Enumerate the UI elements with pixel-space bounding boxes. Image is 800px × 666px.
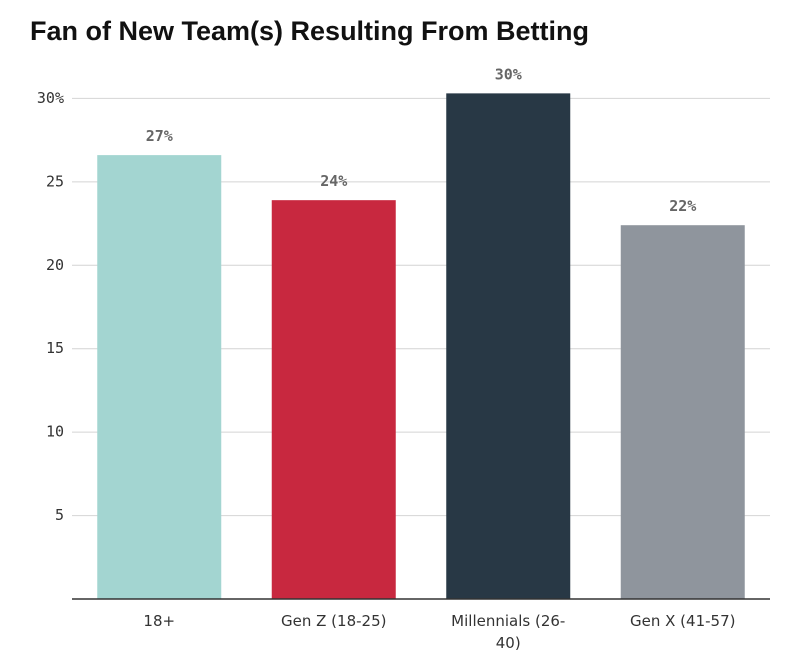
bar xyxy=(97,155,222,600)
data-label: 27% xyxy=(146,127,173,145)
data-label: 30% xyxy=(495,65,522,83)
y-tick-label: 5 xyxy=(55,506,64,524)
bar xyxy=(446,93,571,600)
x-tick-label: Millennials (26-40) xyxy=(451,612,566,652)
y-tick-label: 20 xyxy=(46,256,64,274)
x-tick-label: Gen Z (18-25) xyxy=(281,612,387,630)
bar xyxy=(620,225,745,599)
y-tick-label: 10 xyxy=(46,423,64,441)
x-tick-label: 18+ xyxy=(143,612,176,630)
y-tick-label: 25 xyxy=(46,172,64,190)
y-tick-label: 15 xyxy=(46,339,64,357)
data-label: 24% xyxy=(320,172,347,190)
x-tick-label: Gen X (41-57) xyxy=(630,612,736,630)
chart-title: Fan of New Team(s) Resulting From Bettin… xyxy=(30,16,589,46)
bar xyxy=(271,200,396,599)
y-tick-label: 30% xyxy=(37,89,64,107)
data-label: 22% xyxy=(669,197,696,215)
